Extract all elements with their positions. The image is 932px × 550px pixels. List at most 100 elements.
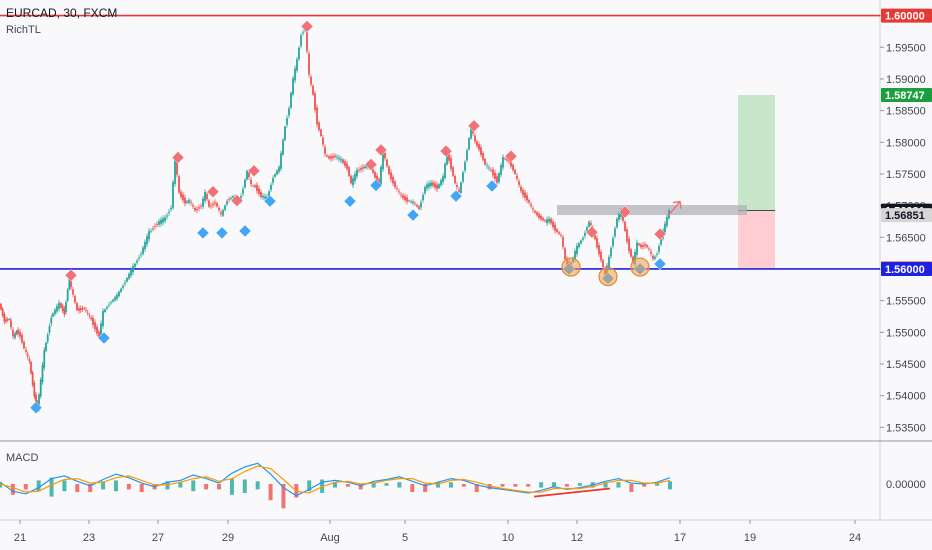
candle-body	[666, 216, 668, 226]
candle-body	[346, 163, 348, 169]
candle-body	[68, 277, 71, 290]
trough-marker	[263, 194, 277, 208]
candle-body	[460, 182, 462, 193]
candle-body	[83, 308, 86, 310]
price-tag-label: 1.60000	[885, 11, 925, 23]
candle-body	[386, 159, 388, 167]
candle-body	[352, 178, 354, 186]
candle-body	[492, 169, 494, 176]
candle-body	[190, 202, 192, 203]
candle-body	[356, 169, 358, 177]
candle-body	[302, 32, 304, 34]
candle-body	[406, 197, 408, 202]
candle-body	[154, 226, 156, 227]
x-tick-label: 24	[849, 532, 861, 544]
candle-body	[396, 188, 398, 190]
candle-body	[600, 251, 602, 261]
candle-body	[94, 322, 96, 330]
candle-body	[308, 53, 310, 75]
candle-body	[110, 302, 112, 304]
candle-body	[626, 229, 628, 242]
candle-body	[392, 176, 394, 184]
candle-body	[146, 236, 148, 245]
macd-histogram-bar	[126, 484, 131, 490]
candle-body	[324, 147, 326, 154]
peak-marker	[206, 185, 220, 199]
candle-body	[114, 297, 116, 301]
x-tick-label: 19	[744, 532, 756, 544]
candle-body	[96, 326, 98, 334]
candle-body	[658, 246, 660, 252]
bottom-circle-marker	[630, 257, 650, 277]
candle-body	[12, 329, 14, 337]
macd-histogram-bar	[655, 483, 660, 486]
peak-marker	[653, 227, 667, 241]
candle-body	[116, 294, 118, 299]
candle-body	[26, 354, 29, 357]
candle-body	[19, 331, 21, 337]
candle-body	[590, 223, 592, 226]
candle-body	[536, 212, 538, 216]
candle-body	[656, 254, 658, 255]
macd-line	[0, 462, 671, 497]
candle-body	[614, 228, 616, 237]
candle-body	[538, 213, 540, 218]
candle-body	[23, 341, 25, 349]
candle-body	[474, 135, 476, 142]
candle-body	[130, 269, 132, 276]
macd-histogram-bar	[410, 484, 415, 493]
candle-body	[466, 150, 468, 161]
candle-body	[514, 169, 516, 174]
candle-body	[262, 195, 264, 198]
candle-body	[478, 144, 480, 150]
candle-body	[618, 214, 620, 220]
candle-body	[78, 308, 80, 311]
candle-body	[212, 203, 214, 206]
macd-histogram-bar	[139, 484, 144, 493]
candle-body	[410, 201, 412, 203]
candle-body	[418, 206, 420, 210]
candle-body	[404, 196, 406, 201]
candle-body	[128, 273, 130, 279]
macd-divergence-line	[533, 487, 611, 498]
candle-body	[548, 218, 550, 222]
trough-marker	[29, 401, 43, 415]
candle-body	[482, 153, 484, 160]
candle-body	[646, 245, 648, 248]
candle-body	[496, 176, 498, 183]
candle-body	[440, 180, 442, 186]
candle-body	[508, 159, 510, 162]
candle-body	[144, 241, 146, 250]
candle-body	[632, 256, 634, 263]
candle-body	[526, 195, 528, 201]
candle-body	[176, 159, 178, 175]
trough-marker	[215, 226, 229, 240]
candle-body	[564, 248, 566, 260]
candle-body	[328, 156, 330, 159]
candle-body	[79, 308, 82, 311]
macd-histogram-bar	[513, 484, 518, 487]
candle-body	[118, 291, 120, 297]
macd-histogram-bar	[668, 481, 672, 490]
candle-body	[48, 326, 51, 333]
macd-histogram-bar	[217, 484, 222, 490]
macd-histogram-bar	[448, 482, 453, 488]
candle-body	[610, 248, 612, 257]
candle-body	[41, 364, 44, 383]
candle-body	[648, 248, 650, 250]
candle-body	[528, 200, 530, 203]
candle-body	[140, 254, 142, 256]
candle-body	[476, 141, 478, 146]
candle-body	[546, 219, 548, 224]
y-tick-label: 1.59000	[886, 74, 926, 86]
candle-body	[6, 319, 9, 321]
trough-marker	[97, 331, 111, 345]
candle-body	[270, 184, 272, 190]
candle-body	[85, 309, 87, 311]
indicator-label: RichTL	[6, 24, 41, 36]
price-tag-label: 1.58747	[885, 90, 925, 102]
candle-body	[532, 208, 534, 210]
candle-body	[312, 85, 314, 95]
peak-marker	[374, 143, 388, 157]
